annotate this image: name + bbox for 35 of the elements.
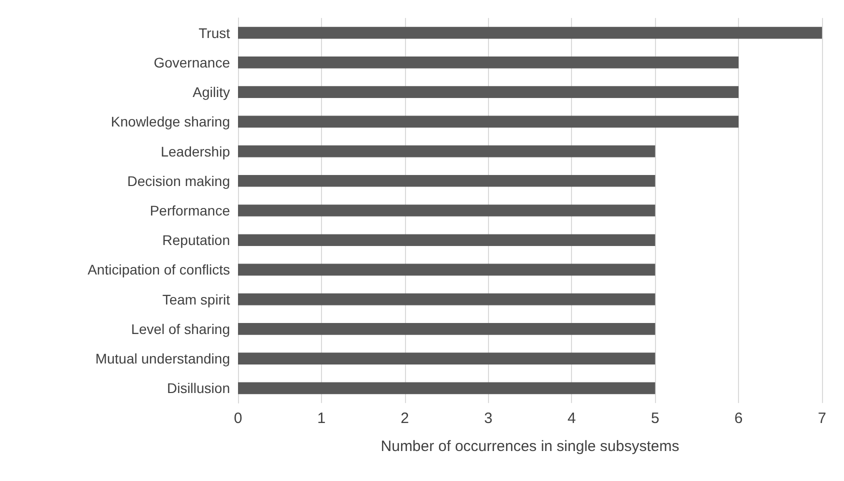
- x-axis-title: Number of occurrences in single subsystems: [380, 438, 680, 455]
- bar: [238, 204, 656, 216]
- x-tick-label: 7: [818, 410, 826, 427]
- y-tick-label: Decision making: [127, 172, 230, 189]
- bar: [238, 323, 656, 335]
- bar: [238, 293, 656, 306]
- y-tick-label: Leadership: [160, 143, 230, 160]
- y-tick-label: Performance: [150, 202, 230, 218]
- bar: [238, 352, 656, 364]
- bar: [238, 56, 739, 68]
- y-tick-label: Team spirit: [162, 291, 230, 308]
- y-tick-label: Knowledge sharing: [110, 114, 230, 130]
- bar: [238, 116, 739, 128]
- bar: [238, 86, 739, 98]
- bar: [238, 234, 656, 246]
- x-tick-label: 4: [568, 410, 576, 427]
- y-tick-label: Agility: [192, 84, 230, 100]
- y-tick-label: Level of sharing: [131, 320, 230, 337]
- y-tick-label: Governance: [154, 54, 230, 70]
- bar: [238, 145, 656, 158]
- x-tick-label: 6: [734, 410, 743, 427]
- bar: [238, 26, 822, 39]
- y-tick-label: Mutual understanding: [95, 350, 230, 367]
- bar: [238, 174, 656, 187]
- x-tick-label: 2: [400, 410, 410, 427]
- y-tick-label: Trust: [198, 24, 230, 41]
- x-tick-label: 5: [650, 410, 660, 427]
- y-tick-label: Disillusion: [166, 380, 230, 396]
- x-tick-label: 0: [234, 410, 242, 427]
- x-tick-label: 3: [484, 410, 492, 427]
- x-tick-label: 1: [317, 410, 326, 427]
- y-tick-label: Anticipation of conflicts: [88, 262, 230, 278]
- bar: [238, 382, 656, 394]
- y-tick-label: Reputation: [162, 232, 230, 248]
- bar: [238, 264, 656, 276]
